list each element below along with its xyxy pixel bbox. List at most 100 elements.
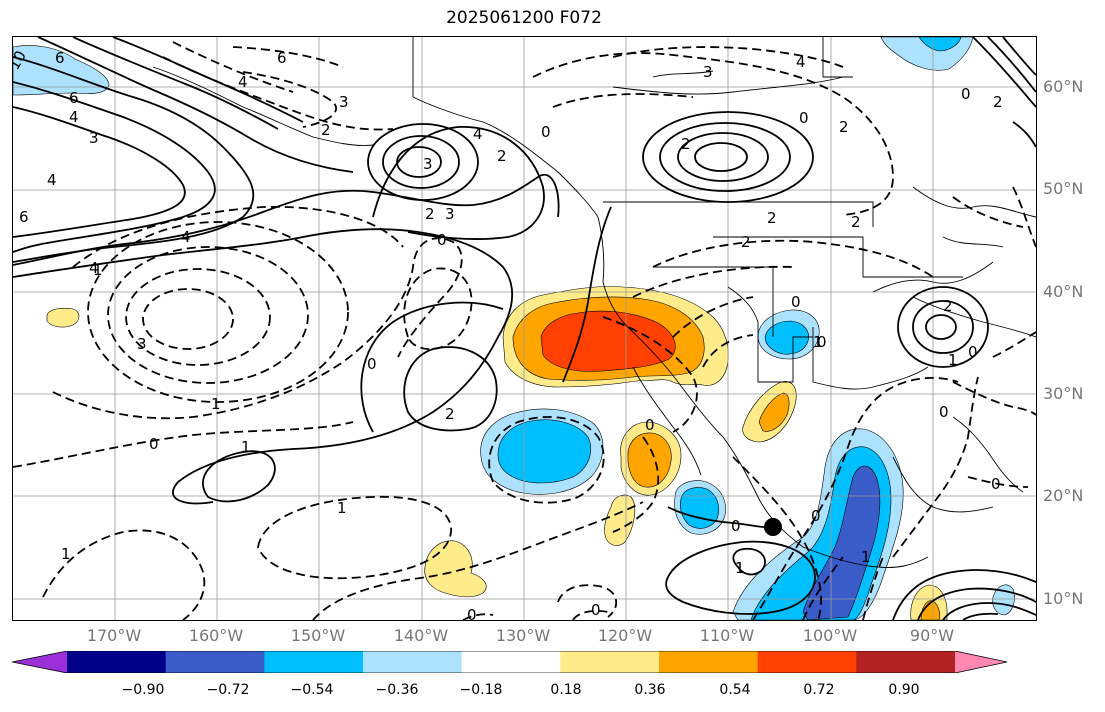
contour-label: 2 (321, 121, 331, 139)
contour-label: 1 (735, 559, 745, 577)
map-panel: 10 6 6 4 3 4 6 4 3 2 6 4 2 3 2 0 0 3 2 4… (12, 36, 1037, 621)
colorbar-tick: 0.90 (888, 682, 920, 698)
contour-label: 3 (89, 129, 99, 147)
contour-label: 6 (69, 89, 79, 107)
lat-label: 60°N (1043, 77, 1084, 96)
lat-label: 20°N (1043, 486, 1084, 505)
contour-label: 4 (181, 228, 191, 246)
lon-label: 90°W (909, 626, 955, 645)
colorbar-tick: −0.72 (206, 682, 250, 698)
contour-label: 4 (69, 108, 79, 126)
colorbar-segment (264, 651, 364, 673)
contour-label: 0 (437, 231, 447, 249)
contour-label: 3 (137, 335, 147, 353)
colorbar-segment (757, 651, 857, 673)
lon-label: 100°W (802, 626, 858, 645)
shaded-field (13, 37, 1015, 620)
contour-label: 0 (791, 293, 801, 311)
contour-label: 0 (467, 606, 477, 620)
contours (13, 37, 1036, 620)
contour-label: 1 (813, 333, 823, 351)
colorbar (12, 651, 1008, 673)
lat-label: 30°N (1043, 384, 1084, 403)
contour-label: 2 (943, 297, 953, 315)
contour-label: 1 (861, 548, 871, 566)
colorbar-outline (12, 651, 1008, 673)
coastlines (152, 37, 1036, 568)
contour-label: 6 (55, 49, 65, 67)
lat-label: 40°N (1043, 282, 1084, 301)
contour-label: 3 (445, 205, 455, 223)
contour-label: 4 (473, 125, 483, 143)
contour-label: 2 (425, 205, 435, 223)
lat-label: 50°N (1043, 179, 1084, 198)
contour-label: 0 (149, 435, 159, 453)
contour-label: 2 (681, 135, 691, 153)
lon-label: 150°W (290, 626, 346, 645)
contour-label: 1 (211, 395, 221, 413)
contour-label: 6 (19, 208, 29, 226)
contour-label: 2 (445, 405, 455, 423)
colorbar-segment (560, 651, 660, 673)
colorbar-tick: 0.36 (634, 682, 666, 698)
contour-label: 2 (839, 118, 849, 136)
colorbar-tick: 0.54 (719, 682, 751, 698)
contour-label: 2 (741, 233, 751, 251)
colorbar-extend-max (955, 651, 1007, 673)
map-svg: 10 6 6 4 3 4 6 4 3 2 6 4 2 3 2 0 0 3 2 4… (13, 37, 1036, 620)
contour-label: 1 (241, 438, 251, 456)
colorbar-segment (461, 651, 561, 673)
lon-label: 140°W (393, 626, 449, 645)
contour-label: 0 (961, 85, 971, 103)
contour-label: 3 (423, 155, 433, 173)
map-title: 2025061200 F072 (446, 8, 602, 28)
contour-label: 1 (93, 261, 103, 279)
colorbar-segment (659, 651, 759, 673)
contour-label: 0 (817, 333, 827, 351)
contour-label: 1 (337, 499, 347, 517)
contour-label: 0 (968, 343, 978, 361)
contour-label: 3 (339, 93, 349, 111)
contour-label: 2 (767, 209, 777, 227)
graticule (13, 37, 1036, 620)
colorbar-tick: −0.36 (375, 682, 419, 698)
contour-label: 2 (851, 213, 861, 231)
colorbar-extend-min (12, 651, 67, 673)
contour-label: 4 (89, 259, 99, 277)
contour-label: 3 (703, 63, 713, 81)
contour-label: 0 (799, 109, 809, 127)
location-marker (764, 518, 782, 536)
contours-dashed (13, 41, 1036, 620)
colorbar-segment (165, 651, 265, 673)
contour-label: 0 (811, 507, 821, 525)
colorbar-segments (12, 651, 1007, 673)
contour-label: 4 (238, 73, 248, 91)
lon-label: 110°W (699, 626, 755, 645)
colorbar-tick: −0.90 (121, 682, 165, 698)
contour-label: 0 (731, 517, 741, 535)
contour-label: 4 (47, 171, 57, 189)
contour-label: 0 (541, 123, 551, 141)
lon-label: 160°W (188, 626, 244, 645)
colorbar-segment (363, 651, 463, 673)
lon-label: 170°W (86, 626, 142, 645)
contour-label: 4 (796, 53, 806, 71)
contour-label: 6 (277, 49, 287, 67)
colorbar-tick: 0.18 (550, 682, 582, 698)
contour-label: 0 (591, 601, 601, 619)
contour-label: 2 (497, 147, 507, 165)
lat-label: 10°N (1043, 589, 1084, 608)
contour-labels: 10 6 6 4 3 4 6 4 3 2 6 4 2 3 2 0 0 3 2 4… (13, 47, 1003, 620)
contour-label: 0 (645, 416, 655, 434)
lon-label: 120°W (597, 626, 653, 645)
lon-label: 130°W (495, 626, 551, 645)
colorbar-tick: 0.72 (803, 682, 835, 698)
contour-label: 2 (993, 93, 1003, 111)
contour-label: 0 (939, 403, 949, 421)
colorbar-segment (67, 651, 167, 673)
contour-label: 1 (948, 351, 958, 369)
colorbar-tick: −0.18 (459, 682, 503, 698)
contour-label: 0 (367, 355, 377, 373)
contour-label: 1 (61, 545, 71, 563)
contour-label: 0 (991, 475, 1001, 493)
